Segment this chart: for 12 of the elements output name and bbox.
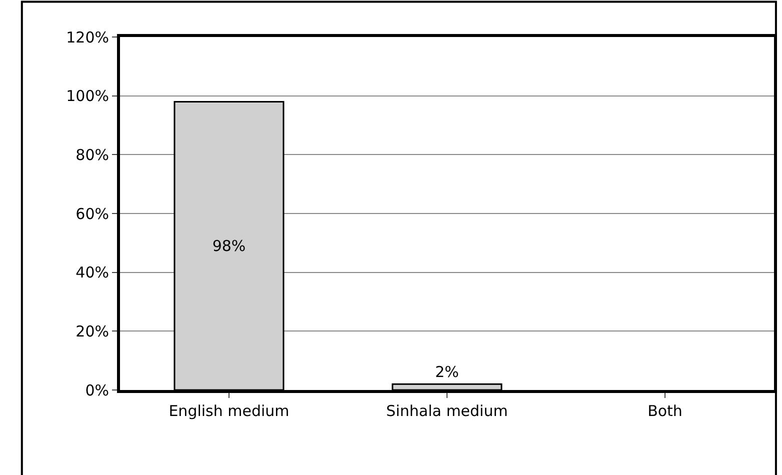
y-tick-label: 0% (85, 381, 109, 400)
x-tick-label: Both (648, 402, 682, 420)
y-tick-label: 20% (76, 322, 109, 340)
y-tick-label: 40% (76, 264, 109, 282)
y-tick-label: 80% (76, 146, 109, 164)
y-tick-label: 100% (66, 87, 109, 106)
data-label: 2% (435, 363, 459, 382)
x-tick-label: Sinhala medium (386, 402, 508, 420)
y-tick-label: 60% (76, 204, 109, 223)
x-tick-label: English medium (168, 402, 290, 420)
y-tick-label: 120% (66, 28, 109, 46)
data-label: 98% (212, 236, 246, 255)
